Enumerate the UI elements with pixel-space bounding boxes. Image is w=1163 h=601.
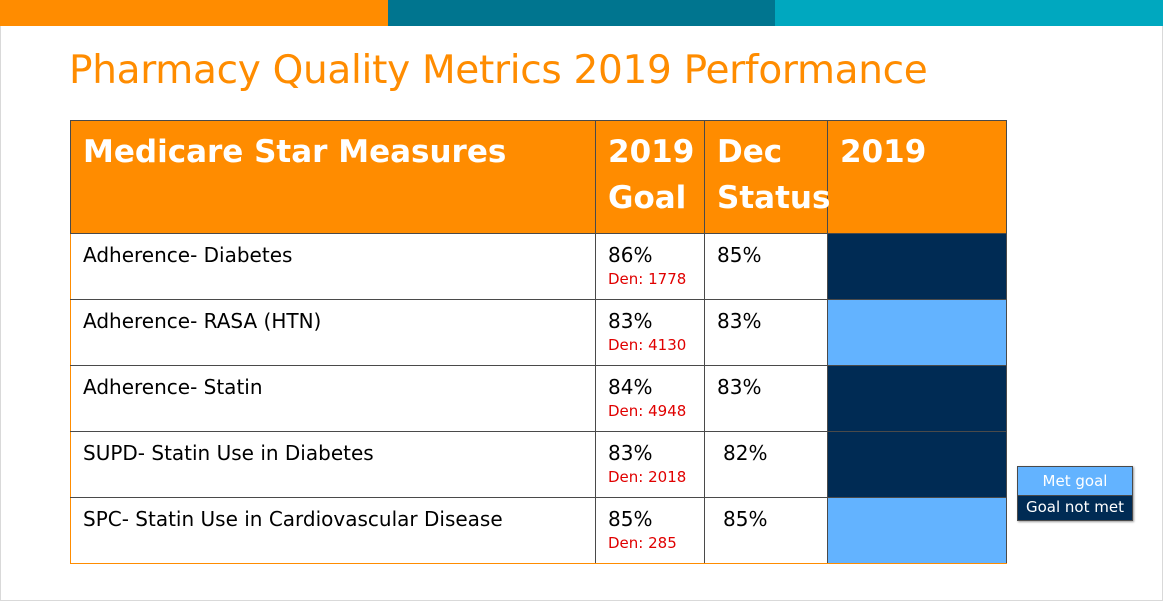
- denominator-label: Den: 285: [608, 534, 677, 552]
- denominator-label: Den: 2018: [608, 468, 687, 486]
- status-cell: [827, 299, 1007, 366]
- status-cell: [827, 365, 1007, 432]
- status-legend: Met goal Goal not met: [1017, 466, 1133, 521]
- band-segment-dark-teal: [388, 0, 775, 26]
- status-cell: [827, 431, 1007, 498]
- header-dec-status: Dec Status: [704, 120, 830, 234]
- measure-cell: SUPD- Statin Use in Diabetes: [70, 431, 596, 498]
- dec-status-cell: 82%: [704, 431, 828, 498]
- top-color-band: [0, 0, 1163, 26]
- status-fill-not-met: [828, 366, 1006, 431]
- band-segment-orange: [0, 0, 388, 26]
- denominator-label: Den: 1778: [608, 270, 687, 288]
- dec-status-cell: 85%: [704, 233, 828, 300]
- goal-value: 83%: [608, 309, 653, 333]
- status-cell: [827, 497, 1007, 564]
- goal-value: 83%: [608, 441, 653, 465]
- goal-cell: 84% Den: 4948: [595, 365, 705, 432]
- dec-status-cell: 85%: [704, 497, 828, 564]
- legend-met-goal: Met goal: [1018, 467, 1132, 495]
- goal-cell: 83% Den: 2018: [595, 431, 705, 498]
- goal-value: 86%: [608, 243, 653, 267]
- dec-status-cell: 83%: [704, 365, 828, 432]
- header-goal: 2019 Goal: [595, 120, 705, 234]
- measure-cell: Adherence- Statin: [70, 365, 596, 432]
- denominator-label: Den: 4948: [608, 402, 687, 420]
- band-segment-light-teal: [775, 0, 1163, 26]
- table-row: Adherence- Statin 84% Den: 4948 83%: [70, 365, 1007, 432]
- measure-cell: Adherence- RASA (HTN): [70, 299, 596, 366]
- goal-cell: 83% Den: 4130: [595, 299, 705, 366]
- table-row: Adherence- Diabetes 86% Den: 1778 85%: [70, 233, 1007, 300]
- table-row: SUPD- Statin Use in Diabetes 83% Den: 20…: [70, 431, 1007, 498]
- goal-value: 85%: [608, 507, 653, 531]
- denominator-label: Den: 4130: [608, 336, 687, 354]
- dec-status-cell: 83%: [704, 299, 828, 366]
- status-fill-not-met: [828, 234, 1006, 299]
- goal-cell: 85% Den: 285: [595, 497, 705, 564]
- goal-value: 84%: [608, 375, 653, 399]
- table-header-row: Medicare Star Measures 2019 Goal Dec Sta…: [70, 120, 1007, 234]
- status-fill-met: [828, 498, 1006, 563]
- header-year: 2019: [827, 120, 1007, 234]
- table-row: SPC- Statin Use in Cardiovascular Diseas…: [70, 497, 1007, 564]
- status-fill-met: [828, 300, 1006, 365]
- legend-goal-not-met: Goal not met: [1018, 495, 1132, 520]
- status-cell: [827, 233, 1007, 300]
- measure-cell: SPC- Statin Use in Cardiovascular Diseas…: [70, 497, 596, 564]
- slide-title: Pharmacy Quality Metrics 2019 Performanc…: [69, 48, 928, 93]
- metrics-table: Medicare Star Measures 2019 Goal Dec Sta…: [70, 120, 1007, 564]
- status-fill-not-met: [828, 432, 1006, 497]
- table-row: Adherence- RASA (HTN) 83% Den: 4130 83%: [70, 299, 1007, 366]
- header-measure: Medicare Star Measures: [70, 120, 596, 234]
- goal-cell: 86% Den: 1778: [595, 233, 705, 300]
- measure-cell: Adherence- Diabetes: [70, 233, 596, 300]
